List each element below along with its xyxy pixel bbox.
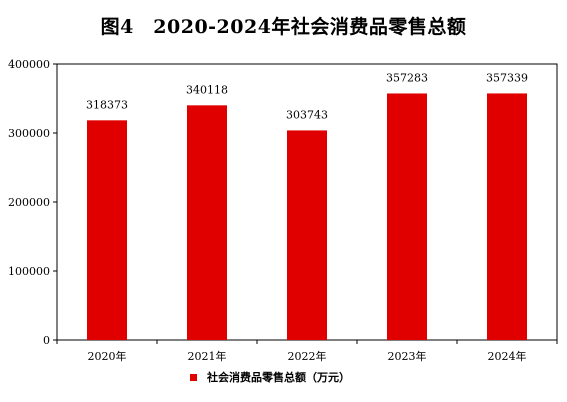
bar [187, 105, 227, 341]
bar [287, 130, 327, 340]
bar [487, 93, 527, 340]
x-tick-label: 2024年 [488, 349, 527, 363]
data-labels: 318373 340118 303743 357283 357339 [86, 71, 528, 121]
y-tick-label: 100000 [8, 265, 50, 278]
legend-label: 社会消费品零售总额（万元） [206, 370, 350, 384]
legend: 社会消费品零售总额（万元） [190, 370, 350, 384]
y-tick-label: 300000 [8, 127, 50, 140]
chart-title: 图4 2020-2024年社会消费品零售总额 [100, 16, 467, 38]
x-tick-label: 2020年 [88, 349, 127, 363]
y-tick-label: 400000 [8, 58, 50, 71]
legend-swatch [190, 374, 197, 381]
x-tick-label: 2022年 [288, 349, 327, 363]
data-label: 303743 [286, 108, 328, 121]
x-tick-label: 2021年 [188, 349, 227, 363]
x-axis: 2020年 2021年 2022年 2023年 2024年 [56, 340, 558, 363]
bar [87, 120, 127, 340]
x-tick-label: 2023年 [388, 349, 427, 363]
data-label: 340118 [186, 83, 228, 96]
data-label: 318373 [86, 98, 128, 111]
y-tick-label: 0 [43, 334, 50, 347]
data-label: 357339 [486, 71, 528, 84]
y-axis: 0 100000 200000 300000 400000 [8, 58, 57, 347]
bar [387, 93, 427, 340]
y-tick-label: 200000 [8, 196, 50, 209]
data-label: 357283 [386, 71, 428, 84]
bars [87, 93, 527, 341]
